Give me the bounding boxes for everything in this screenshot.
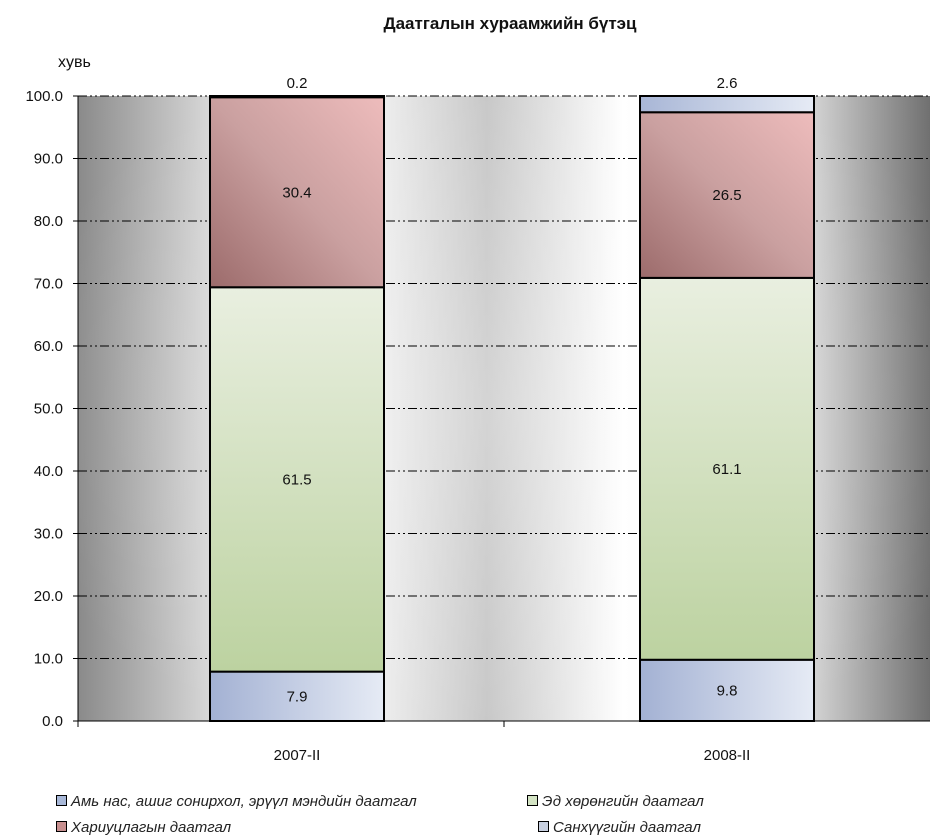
y-tick-label: 40.0	[34, 463, 63, 480]
legend-label-1: Эд хөрөнгийн даатгал	[542, 793, 704, 810]
y-tick-label: 30.0	[34, 526, 63, 543]
bar-segment	[209, 95, 385, 99]
y-tick-label: 10.0	[34, 651, 63, 668]
legend-item-0: Амь нас, ашиг сонирхол, эрүүл мэндийн да…	[56, 793, 417, 810]
legend-swatch-1	[527, 795, 538, 806]
data-label: 7.9	[287, 688, 308, 705]
legend-item-3: Санхүүгийн даатгал	[538, 819, 701, 836]
data-label: 2.6	[717, 75, 738, 92]
legend-label-2: Хариуцлагын даатгал	[71, 819, 232, 836]
data-label: 61.1	[712, 461, 741, 478]
axes: 0.0 10.0 20.0 30.0 40.0 50.0 60.0 70.0 80.0 90.0 1…	[25, 88, 930, 764]
y-tick-label: 0.0	[42, 713, 63, 730]
y-axis-label: хувь	[58, 54, 91, 71]
y-tick-label: 50.0	[34, 401, 63, 418]
y-tick-label: 70.0	[34, 276, 63, 293]
y-tick-label: 100.0	[25, 88, 63, 105]
y-tick-label: 80.0	[34, 213, 63, 230]
legend-swatch-3	[538, 821, 549, 832]
legend-label-0: Амь нас, ашиг сонирхол, эрүүл мэндийн да…	[71, 793, 417, 810]
legend-item-1: Эд хөрөнгийн даатгал	[527, 793, 704, 810]
bar-segment	[639, 95, 815, 114]
bars: 7.9 61.5 30.4 0.2 9.8 61.1 26.5 2.6	[209, 75, 815, 722]
bar-segment	[639, 276, 815, 661]
x-tick-label: 2008-II	[704, 747, 751, 764]
legend-item-2: Хариуцлагын даатгал	[56, 819, 231, 836]
data-label: 26.5	[712, 187, 741, 204]
y-tick-label: 60.0	[34, 338, 63, 355]
data-label: 0.2	[287, 75, 308, 92]
legend-swatch-0	[56, 795, 67, 806]
data-label: 9.8	[717, 682, 738, 699]
x-tick-label: 2007-II	[274, 747, 321, 764]
legend-label-3: Санхүүгийн даатгал	[553, 819, 701, 836]
data-label: 30.4	[282, 184, 311, 201]
bar-segment	[639, 111, 815, 279]
data-label: 61.5	[282, 471, 311, 488]
legend-swatch-2	[56, 821, 67, 832]
bar-segment	[209, 96, 385, 289]
chart-title: Даатгалын хураамжийн бүтэц	[383, 14, 637, 33]
bar-segment	[209, 286, 385, 673]
y-tick-label: 20.0	[34, 588, 63, 605]
y-tick-label: 90.0	[34, 151, 63, 168]
